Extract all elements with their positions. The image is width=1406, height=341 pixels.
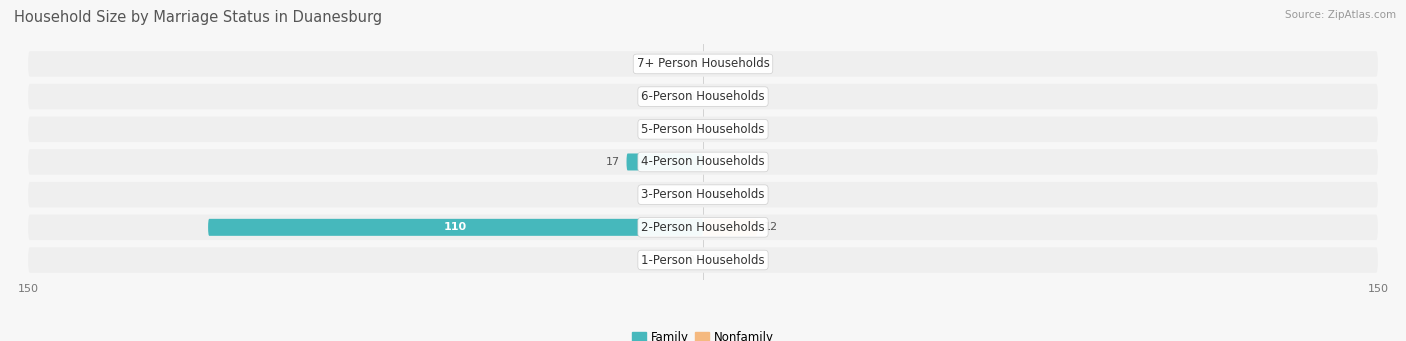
Text: 0: 0: [688, 190, 695, 199]
Text: 0: 0: [688, 124, 695, 134]
Text: 0: 0: [711, 59, 718, 69]
Legend: Family, Nonfamily: Family, Nonfamily: [627, 327, 779, 341]
Text: 0: 0: [688, 92, 695, 102]
Text: 2-Person Households: 2-Person Households: [641, 221, 765, 234]
FancyBboxPatch shape: [208, 219, 703, 236]
Text: Source: ZipAtlas.com: Source: ZipAtlas.com: [1285, 10, 1396, 20]
FancyBboxPatch shape: [28, 214, 1378, 240]
Text: 4-Person Households: 4-Person Households: [641, 155, 765, 168]
Text: Household Size by Marriage Status in Duanesburg: Household Size by Marriage Status in Dua…: [14, 10, 382, 25]
Text: 0: 0: [688, 59, 695, 69]
Text: 5-Person Households: 5-Person Households: [641, 123, 765, 136]
Text: 17: 17: [606, 157, 620, 167]
Text: 0: 0: [711, 124, 718, 134]
Text: 0: 0: [688, 255, 695, 265]
FancyBboxPatch shape: [28, 117, 1378, 142]
Text: 0: 0: [711, 190, 718, 199]
FancyBboxPatch shape: [28, 84, 1378, 109]
FancyBboxPatch shape: [28, 247, 1378, 273]
Text: 6-Person Households: 6-Person Households: [641, 90, 765, 103]
Text: 110: 110: [444, 222, 467, 232]
Text: 0: 0: [711, 157, 718, 167]
Text: 12: 12: [763, 222, 778, 232]
Text: 0: 0: [711, 92, 718, 102]
Text: 7+ Person Households: 7+ Person Households: [637, 57, 769, 71]
FancyBboxPatch shape: [28, 149, 1378, 175]
Text: 1-Person Households: 1-Person Households: [641, 253, 765, 267]
Text: 3-Person Households: 3-Person Households: [641, 188, 765, 201]
FancyBboxPatch shape: [28, 182, 1378, 207]
Text: 0: 0: [711, 255, 718, 265]
FancyBboxPatch shape: [28, 51, 1378, 77]
FancyBboxPatch shape: [703, 219, 756, 236]
FancyBboxPatch shape: [627, 153, 703, 170]
